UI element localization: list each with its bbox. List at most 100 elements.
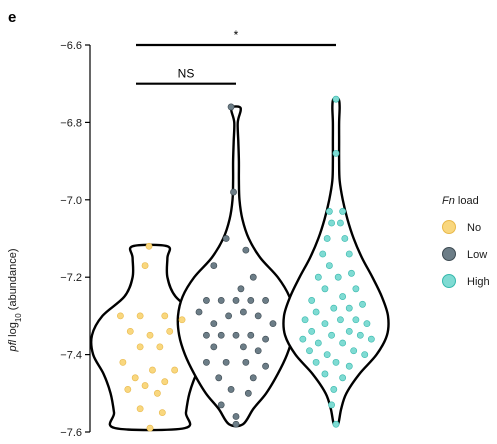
point-low [222, 358, 230, 366]
point-high [321, 320, 329, 328]
point-high [325, 262, 333, 269]
violin-high [282, 97, 390, 428]
point-no [146, 424, 154, 432]
point-low [244, 389, 252, 397]
point-low [203, 331, 210, 339]
point-low [215, 374, 223, 382]
point-high [306, 347, 313, 355]
point-no [161, 312, 169, 320]
y-axis-title-subscript: 10 [14, 313, 23, 322]
point-high [359, 300, 366, 308]
point-high [321, 285, 329, 293]
point-high [328, 219, 335, 227]
legend-swatch-low [442, 247, 456, 261]
point-high [330, 304, 338, 312]
point-high [301, 316, 309, 324]
point-high [345, 304, 353, 312]
legend-swatch-high [442, 274, 456, 288]
point-no [178, 316, 186, 324]
y-axis-title-gene: pfl [7, 339, 19, 352]
point-low [217, 297, 225, 304]
point-high [339, 339, 347, 347]
point-low [222, 235, 230, 242]
point-no [171, 366, 179, 374]
point-high [339, 208, 347, 215]
point-no [117, 312, 124, 320]
point-high [345, 250, 353, 258]
point-no [166, 327, 174, 335]
point-high [299, 335, 307, 343]
point-low [249, 273, 257, 281]
point-high [328, 331, 335, 339]
legend-label-no: No [467, 222, 481, 234]
legend-label-high: High [467, 276, 490, 288]
point-high [332, 420, 340, 428]
point-high [314, 339, 322, 347]
y-axis-title: pfl log10 (abundance) [7, 248, 23, 352]
point-no [136, 405, 144, 413]
legend-swatch-no [442, 220, 456, 234]
point-high [308, 327, 316, 335]
point-low [232, 297, 240, 304]
point-no [126, 327, 134, 335]
y-tick-label: −6.6 [60, 40, 82, 52]
point-no [156, 343, 164, 351]
legend-title-rest: load [455, 195, 479, 207]
point-high [337, 219, 344, 227]
point-high [330, 386, 338, 393]
point-low [239, 343, 247, 351]
point-low [249, 374, 257, 382]
point-high [350, 347, 358, 355]
point-high [337, 316, 344, 324]
point-high [356, 331, 364, 339]
point-high [328, 401, 335, 409]
legend-label-low: Low [467, 249, 487, 261]
point-low [254, 347, 262, 355]
point-high [367, 335, 375, 343]
point-high [361, 351, 369, 358]
point-low [239, 308, 247, 316]
point-high [312, 358, 320, 366]
point-no [124, 386, 132, 393]
point-high [345, 327, 353, 335]
point-no [136, 312, 144, 320]
point-high [319, 250, 327, 258]
y-tick-label: −7.6 [60, 427, 82, 439]
point-high [312, 308, 320, 316]
legend-title-italic: Fn [442, 195, 455, 207]
point-no [136, 343, 144, 351]
point-no [145, 242, 153, 250]
legend: Fn load No Low High [442, 195, 490, 288]
point-no [119, 358, 127, 366]
point-high [339, 293, 347, 300]
point-no [161, 378, 169, 386]
point-low [217, 401, 225, 409]
point-no [153, 389, 161, 397]
point-low [210, 320, 218, 328]
point-high [323, 351, 331, 358]
y-tick-label: −7.0 [60, 195, 82, 207]
point-high [341, 235, 349, 242]
point-low [227, 103, 235, 111]
point-low [210, 343, 218, 351]
point-high [314, 273, 322, 281]
point-low [247, 297, 255, 304]
point-high [352, 316, 360, 324]
point-high [339, 374, 347, 382]
point-high [308, 297, 316, 304]
point-high [323, 235, 331, 242]
y-axis-title-rest: (abundance) [7, 248, 19, 313]
y-tick-label: −6.8 [60, 117, 82, 129]
point-low [195, 308, 203, 316]
point-low [232, 413, 240, 420]
point-low [237, 285, 245, 293]
significance-label: NS [178, 67, 195, 81]
point-no [158, 409, 166, 417]
point-low [210, 262, 218, 269]
point-high [321, 370, 329, 378]
y-axis: −6.6 −6.8 −7.0 −7.2 −7.4 −7.6 [60, 40, 91, 439]
point-low [262, 297, 269, 304]
point-low [225, 312, 233, 320]
